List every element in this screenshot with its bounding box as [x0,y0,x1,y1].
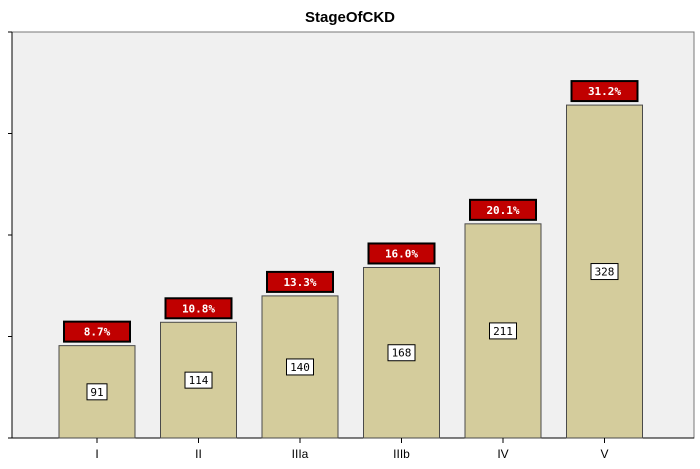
percent-label-I: 8.7% [84,326,111,339]
percent-label-IV: 20.1% [486,204,519,217]
count-label-II: 114 [189,374,209,387]
y-ticks [8,31,12,439]
percent-label-box-IIIa [266,270,334,293]
percent-label-box-IIIb [367,242,436,265]
count-label-box-IV [489,322,517,340]
bar-group-V: 31.2% 328 [566,80,643,439]
percent-label-box-V [570,80,639,103]
bar-group-IIIb: 16.0% 168 [363,242,440,439]
percent-label-IIIb: 16.0% [385,247,418,260]
percent-label-V: 31.2% [588,85,621,98]
count-label-IIIb: 168 [392,347,412,360]
x-tick-label-I: I [95,447,98,461]
bar-group-I: 8.7% 91 [58,320,136,439]
count-label-IV: 211 [493,325,513,338]
count-label-IIIa: 140 [290,361,310,374]
count-label-box-IIIa [286,358,314,376]
count-label-I: 91 [90,386,103,399]
bar-group-II: 10.8% 114 [160,297,237,439]
bar-group-IV: 20.1% 211 [464,198,542,439]
x-tick-label-IIIb: IIIb [393,447,410,461]
count-label-box-V [590,263,619,281]
chart-title: StageOfCKD [305,9,395,26]
percent-label-box-IV [469,198,537,221]
count-label-box-IIIb [387,344,416,362]
percent-label-box-II [164,297,233,320]
count-label-box-II [184,371,213,389]
count-label-box-I [86,383,108,401]
percent-label-box-I [63,320,131,343]
percent-label-IIIa: 13.3% [283,276,316,289]
x-tick-label-II: II [195,447,202,461]
count-label-V: 328 [595,266,615,279]
bars: 8.7% 91 10.8% 114 13.3% 140 16.0% 168 20.1% 211 31… [58,80,643,439]
x-tick-label-IV: IV [497,447,508,461]
bar-group-IIIa: 13.3% 140 [261,270,339,439]
x-tick-label-IIIa: IIIa [292,447,309,461]
x-tick-labels: I II IIIa IIIb IV V [95,438,609,461]
percent-label-II: 10.8% [182,302,215,315]
x-tick-label-V: V [600,447,608,461]
